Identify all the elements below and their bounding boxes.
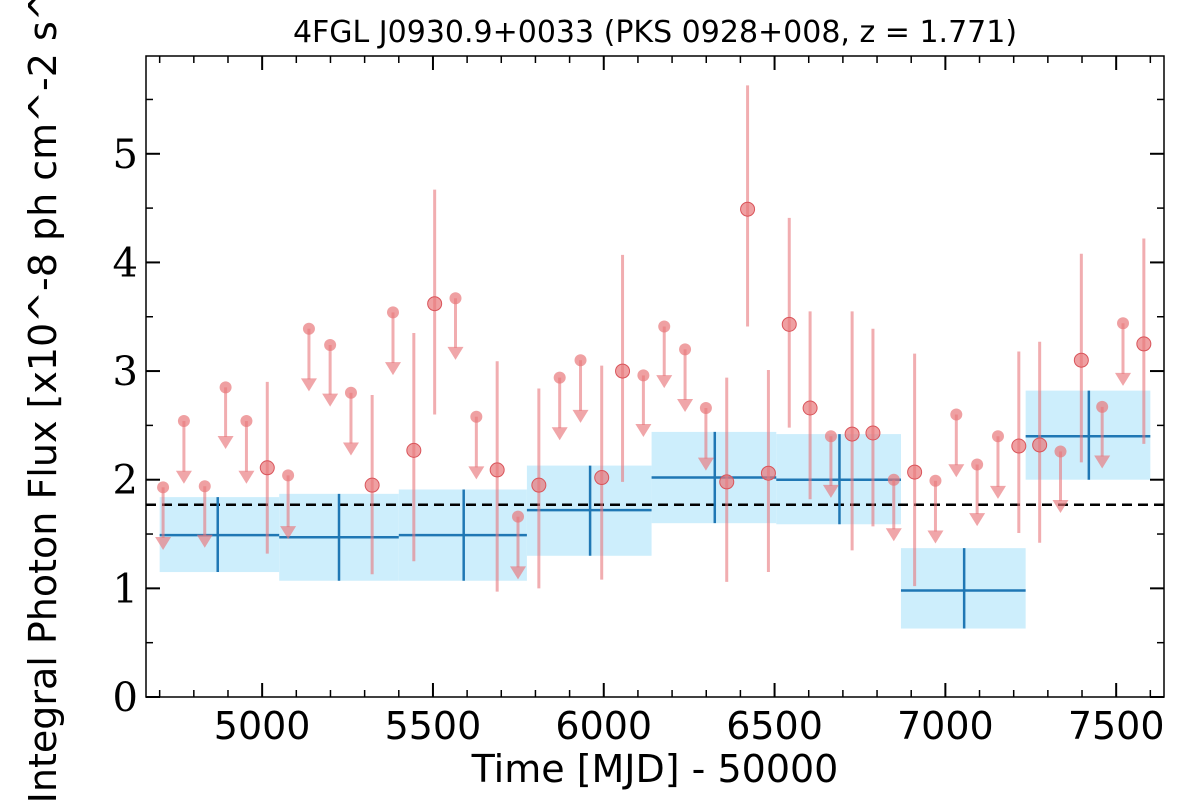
- upper-limit-arrow: [697, 457, 714, 471]
- detection-point: [740, 201, 756, 217]
- upper-limit-point: [950, 408, 963, 421]
- detection-point: [427, 296, 443, 312]
- upper-limit-point: [574, 354, 587, 367]
- upper-limit-point: [324, 338, 337, 351]
- chart-title: 4FGL J0930.9+0033 (PKS 0928+008, z = 1.7…: [293, 15, 1017, 50]
- upper-limit-arrow: [948, 464, 965, 478]
- upper-limit-point: [449, 292, 462, 305]
- upper-limit-point: [658, 320, 671, 333]
- upper-limit-point: [240, 415, 253, 428]
- upper-limit-arrow: [822, 484, 839, 498]
- y-axis-label: Integral Photon Flux [x10^-8 ph cm^-2 s^…: [21, 0, 65, 800]
- x-axis-label: Time [MJD] - 50000: [471, 747, 839, 791]
- detection-point: [802, 400, 818, 416]
- upper-limit-point: [177, 415, 190, 428]
- upper-limit-point: [971, 458, 984, 471]
- upper-limit-point: [1117, 317, 1130, 330]
- detection-point: [865, 425, 881, 441]
- upper-limit-arrow: [280, 526, 297, 540]
- upper-limit-arrow: [155, 536, 172, 550]
- long-bin-crosses: [159, 390, 1151, 629]
- upper-limit-point: [344, 386, 357, 399]
- detection-point: [259, 460, 275, 476]
- upper-limit-point: [1054, 445, 1067, 458]
- upper-limit-arrow: [656, 375, 673, 389]
- upper-limit-arrow: [1052, 500, 1069, 514]
- upper-limit-point: [512, 510, 525, 523]
- upper-limit-arrow: [885, 528, 902, 542]
- upper-limit-arrow: [342, 442, 359, 456]
- upper-limit-point: [824, 430, 837, 443]
- detection-point: [781, 316, 797, 332]
- y-tick-label: 4: [113, 240, 138, 286]
- detection-point: [531, 477, 547, 493]
- detection-point: [1073, 352, 1089, 368]
- upper-limit-arrow: [969, 513, 986, 527]
- detection-point: [844, 426, 860, 442]
- x-tick-label: 7000: [897, 704, 994, 748]
- x-tick-label: 5500: [385, 704, 482, 748]
- y-tick-label: 0: [113, 675, 138, 721]
- upper-limit-point: [699, 402, 712, 415]
- bin-bands: [159, 390, 1151, 629]
- upper-limit-point: [1096, 400, 1109, 413]
- upper-limit-point: [887, 473, 900, 486]
- axis-ticks: 5000 5500 6000 6500 7000 7500 0 1 2 3 4 5: [113, 56, 1165, 748]
- detection-point: [364, 477, 380, 493]
- upper-limit-arrow: [196, 534, 213, 548]
- upper-limit-arrow: [1115, 372, 1132, 386]
- upper-limit-arrow: [1094, 455, 1111, 469]
- upper-limit-point: [198, 480, 211, 493]
- detection-point: [760, 465, 776, 481]
- upper-limit-arrow: [238, 470, 255, 484]
- detection-point: [719, 474, 735, 490]
- upper-limit-point: [386, 306, 399, 319]
- axes-frame: [145, 55, 1165, 698]
- upper-limit-point: [282, 469, 295, 482]
- upper-limit-point: [637, 369, 650, 382]
- upper-limit-point: [470, 410, 483, 423]
- upper-limit-arrow: [677, 399, 694, 413]
- y-tick-label: 3: [113, 349, 138, 395]
- upper-limit-arrow: [572, 409, 589, 423]
- x-tick-label: 6000: [555, 704, 652, 748]
- upper-limit-arrow: [384, 362, 401, 376]
- detection-point: [489, 462, 505, 478]
- detection-point: [907, 464, 923, 480]
- detection-point: [615, 363, 631, 379]
- y-tick-label: 1: [113, 566, 138, 612]
- upper-limit-arrow: [447, 346, 464, 360]
- upper-limit-point: [219, 381, 232, 394]
- x-tick-label: 6500: [726, 704, 823, 748]
- detection-point: [594, 470, 610, 486]
- plot-frame: [145, 55, 1165, 698]
- upper-limit-arrow: [322, 393, 339, 407]
- upper-limit-arrow: [510, 566, 527, 580]
- upper-limit-point: [302, 322, 315, 335]
- y-tick-label: 2: [113, 458, 138, 504]
- flux-points: [155, 85, 1152, 592]
- detection-point: [1032, 437, 1048, 453]
- detection-point: [1136, 336, 1152, 352]
- upper-limit-point: [679, 343, 692, 356]
- upper-limit-arrow: [927, 530, 944, 544]
- upper-limit-arrow: [468, 466, 485, 480]
- upper-limit-arrow: [635, 423, 652, 437]
- x-tick-label: 7500: [1068, 704, 1165, 748]
- upper-limit-point: [929, 474, 942, 487]
- upper-limit-point: [157, 481, 170, 494]
- upper-limit-arrow: [300, 378, 317, 392]
- upper-limit-arrow: [989, 485, 1006, 499]
- detection-point: [1011, 438, 1027, 454]
- upper-limit-arrow: [551, 427, 568, 441]
- y-tick-label: 5: [113, 132, 138, 178]
- upper-limit-arrow: [175, 470, 192, 484]
- detection-point: [406, 442, 422, 458]
- upper-limit-point: [991, 430, 1004, 443]
- upper-limit-point: [553, 371, 566, 384]
- upper-limit-arrow: [217, 435, 234, 449]
- x-tick-label: 5000: [214, 704, 311, 748]
